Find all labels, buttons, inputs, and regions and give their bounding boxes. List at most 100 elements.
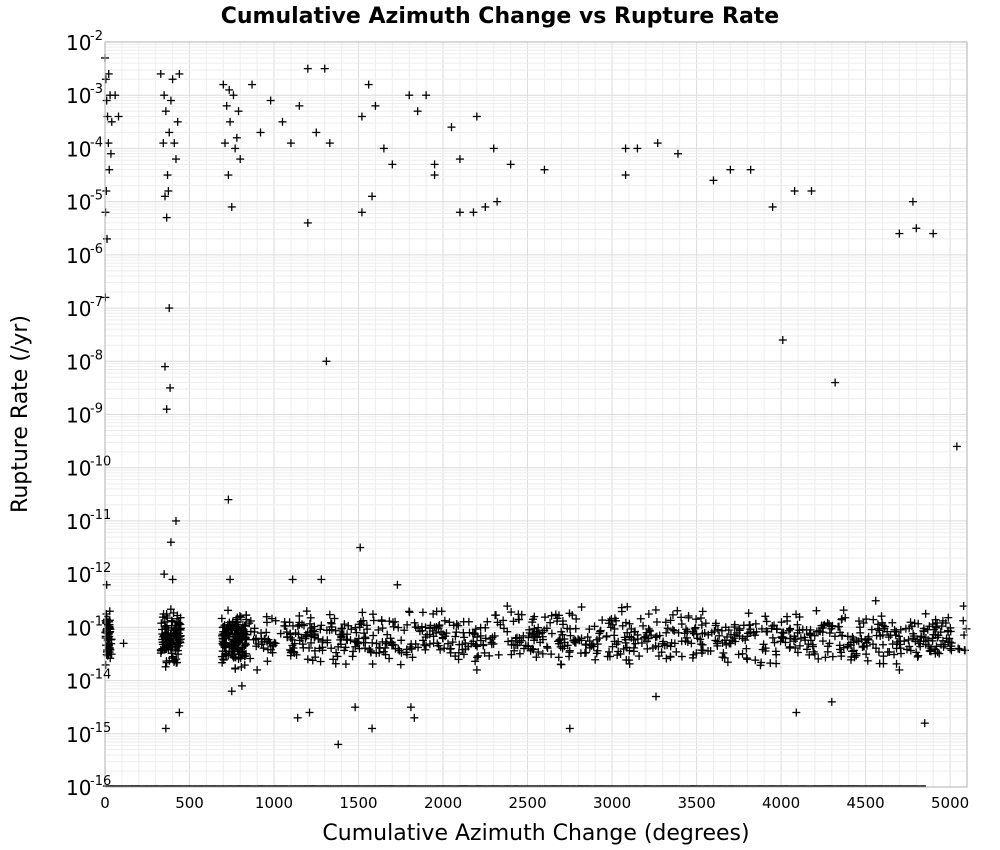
data-point xyxy=(585,643,594,652)
data-point xyxy=(278,117,287,126)
data-point xyxy=(290,639,299,648)
data-point xyxy=(173,117,182,126)
data-point xyxy=(464,617,473,626)
data-point xyxy=(312,128,321,137)
data-point xyxy=(173,658,182,667)
data-point xyxy=(421,623,430,632)
data-point xyxy=(331,626,340,635)
data-point xyxy=(510,646,519,655)
y-tick-label: 10 xyxy=(66,297,91,321)
data-point xyxy=(759,640,768,649)
data-point xyxy=(636,614,645,623)
data-point xyxy=(566,624,575,633)
data-point xyxy=(876,632,885,641)
data-point xyxy=(107,117,116,126)
data-point xyxy=(224,606,233,615)
data-point xyxy=(440,644,449,653)
data-point xyxy=(408,653,417,662)
data-point xyxy=(771,647,780,656)
data-point xyxy=(161,628,170,637)
data-point xyxy=(259,644,268,653)
data-point xyxy=(224,171,233,180)
data-point xyxy=(266,96,275,105)
data-point xyxy=(563,641,572,650)
data-point xyxy=(763,627,772,636)
data-point xyxy=(651,605,660,614)
data-point xyxy=(396,660,405,669)
data-point xyxy=(430,623,439,632)
data-point xyxy=(546,618,555,627)
data-point xyxy=(170,630,179,639)
y-tick-label: 10 xyxy=(66,191,91,215)
data-point xyxy=(219,80,228,89)
data-point xyxy=(325,139,334,148)
data-point xyxy=(106,654,115,663)
data-point xyxy=(839,606,848,615)
data-point xyxy=(698,607,707,616)
data-point xyxy=(161,192,170,201)
data-point xyxy=(325,610,334,619)
data-point xyxy=(777,618,786,627)
data-point xyxy=(879,659,888,668)
data-point xyxy=(430,171,439,180)
data-point xyxy=(532,653,541,662)
data-point xyxy=(608,642,617,651)
data-point xyxy=(166,383,175,392)
data-point xyxy=(698,646,707,655)
data-point xyxy=(891,631,900,640)
data-point xyxy=(119,639,128,648)
data-point xyxy=(559,620,568,629)
data-point xyxy=(492,611,501,620)
data-point xyxy=(726,630,735,639)
data-point xyxy=(630,627,639,636)
data-point xyxy=(819,621,828,630)
data-point xyxy=(222,626,231,635)
data-point xyxy=(159,139,168,148)
data-point xyxy=(892,659,901,668)
data-point xyxy=(503,602,512,611)
data-point xyxy=(163,171,172,180)
data-point xyxy=(168,75,177,84)
data-point xyxy=(617,607,626,616)
data-point xyxy=(610,624,619,633)
data-point xyxy=(946,623,955,632)
data-point xyxy=(509,617,518,626)
data-point xyxy=(560,634,569,643)
x-tick-label: 3000 xyxy=(593,794,631,812)
data-point xyxy=(517,636,526,645)
y-tick-exponent: -8 xyxy=(90,348,103,363)
data-point xyxy=(374,625,383,634)
data-point xyxy=(159,610,168,619)
data-point xyxy=(568,611,577,620)
data-point xyxy=(487,638,496,647)
data-point xyxy=(809,647,818,656)
y-tick-label: 10 xyxy=(66,616,91,640)
data-point xyxy=(954,644,963,653)
data-point xyxy=(227,202,236,211)
y-tick-label: 10 xyxy=(66,31,91,55)
data-point xyxy=(382,639,391,648)
data-point xyxy=(673,606,682,615)
y-tick-exponent: -7 xyxy=(90,295,103,310)
data-point xyxy=(772,625,781,634)
data-point xyxy=(932,642,941,651)
data-point xyxy=(400,626,409,635)
data-point xyxy=(662,628,671,637)
data-point xyxy=(166,538,175,547)
data-point xyxy=(790,187,799,195)
data-point xyxy=(843,632,852,641)
data-point xyxy=(262,612,271,621)
data-point xyxy=(581,640,590,649)
data-point xyxy=(783,617,792,626)
x-tick-label: 4500 xyxy=(846,794,884,812)
data-point xyxy=(436,645,445,654)
data-point xyxy=(677,652,686,661)
data-point xyxy=(372,649,381,658)
data-point xyxy=(481,202,490,211)
data-point xyxy=(235,612,244,621)
data-point xyxy=(250,627,259,636)
data-point xyxy=(425,630,434,639)
data-point xyxy=(394,623,403,632)
data-point xyxy=(368,660,377,669)
data-point xyxy=(105,607,114,616)
